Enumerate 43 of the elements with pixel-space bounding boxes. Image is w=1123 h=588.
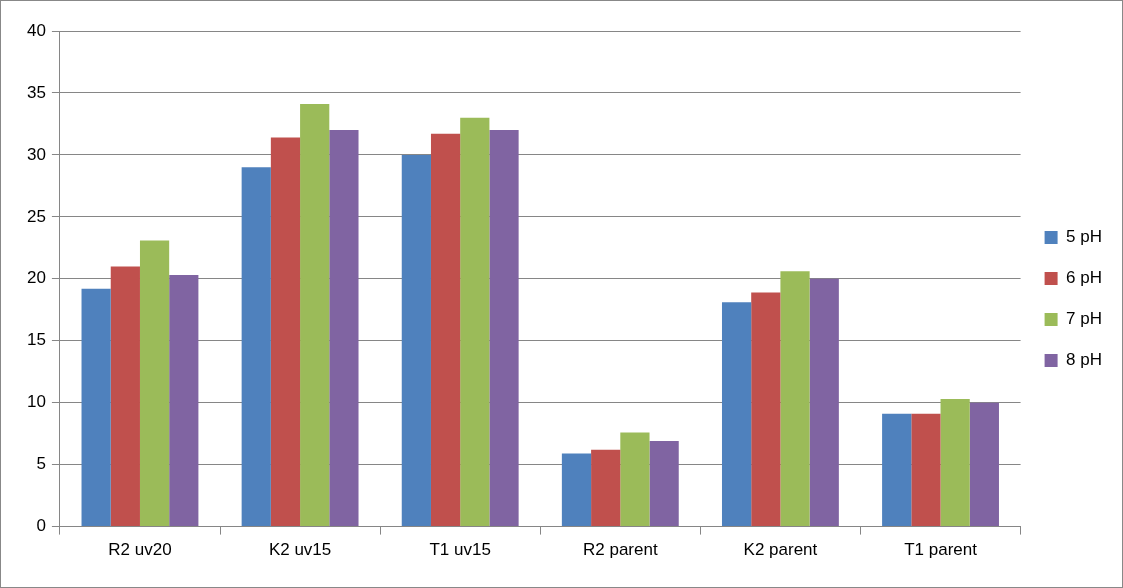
- legend-label: 6 pH: [1066, 268, 1103, 288]
- y-tick-label: 30: [26, 144, 46, 164]
- bar: [329, 130, 359, 527]
- bar: [489, 130, 519, 527]
- bar: [940, 398, 970, 527]
- y-tick-label: 15: [26, 330, 46, 350]
- bar: [460, 117, 490, 527]
- bar: [241, 167, 271, 527]
- bar: [110, 266, 140, 527]
- legend-label: 5 pH: [1066, 227, 1103, 247]
- bar: [809, 278, 839, 527]
- bar: [270, 137, 301, 527]
- bar: [882, 413, 912, 527]
- y-tick-label: 10: [26, 392, 46, 412]
- legend-label: 7 pH: [1066, 309, 1103, 329]
- x-tick-label: K2 parent: [743, 540, 818, 560]
- bar: [169, 275, 199, 527]
- y-tick-label: 25: [26, 206, 46, 226]
- bar: [401, 154, 431, 527]
- bar: [649, 441, 679, 527]
- bar: [81, 288, 111, 527]
- bar: [561, 453, 592, 527]
- bar: [620, 432, 650, 527]
- bar: [751, 292, 781, 527]
- bar: [911, 413, 941, 527]
- y-tick-label: 40: [26, 20, 46, 40]
- x-tick-label: T1 uv15: [429, 540, 491, 560]
- y-tick-label: 0: [36, 516, 46, 536]
- y-tick-label: 5: [36, 454, 46, 474]
- bar: [780, 271, 810, 527]
- bar: [969, 402, 999, 527]
- bar: [721, 302, 752, 527]
- bar: [139, 240, 170, 527]
- x-tick-label: R2 parent: [582, 540, 658, 560]
- bar: [591, 449, 621, 527]
- x-tick-label: T1 parent: [904, 540, 978, 560]
- x-tick-label: R2 uv20: [108, 540, 172, 560]
- legend-label: 8 pH: [1066, 350, 1103, 370]
- x-tick-label: K2 uv15: [268, 540, 332, 560]
- y-tick-label: 35: [26, 82, 46, 102]
- bar: [300, 104, 330, 527]
- y-tick-label: 20: [26, 268, 46, 288]
- bar: [430, 133, 461, 527]
